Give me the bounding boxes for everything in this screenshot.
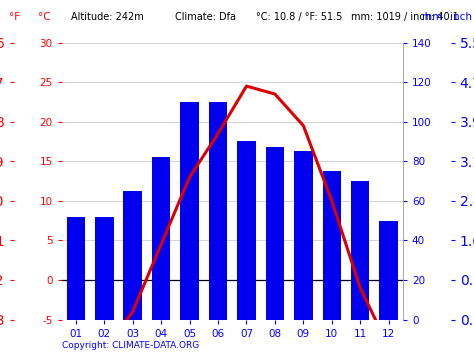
Bar <box>351 181 369 320</box>
Text: mm: 1019 / inch: 40.1: mm: 1019 / inch: 40.1 <box>351 12 458 22</box>
Bar <box>237 142 256 320</box>
Text: Copyright: CLIMATE-DATA.ORG: Copyright: CLIMATE-DATA.ORG <box>62 341 199 350</box>
Text: °C: 10.8 / °F: 51.5: °C: 10.8 / °F: 51.5 <box>256 12 342 22</box>
Bar <box>379 220 398 320</box>
Bar <box>95 217 114 320</box>
Text: mm: mm <box>422 12 442 22</box>
Bar <box>322 171 341 320</box>
Text: °C: °C <box>38 12 51 22</box>
Text: Altitude: 242m: Altitude: 242m <box>71 12 144 22</box>
Text: Climate: Dfa: Climate: Dfa <box>175 12 237 22</box>
Bar <box>209 102 228 320</box>
Text: °F: °F <box>9 12 20 22</box>
Bar <box>265 147 284 320</box>
Bar <box>180 102 199 320</box>
Bar <box>152 157 170 320</box>
Bar <box>294 151 312 320</box>
Bar <box>123 191 142 320</box>
Bar <box>66 217 85 320</box>
Text: inch: inch <box>450 12 472 22</box>
